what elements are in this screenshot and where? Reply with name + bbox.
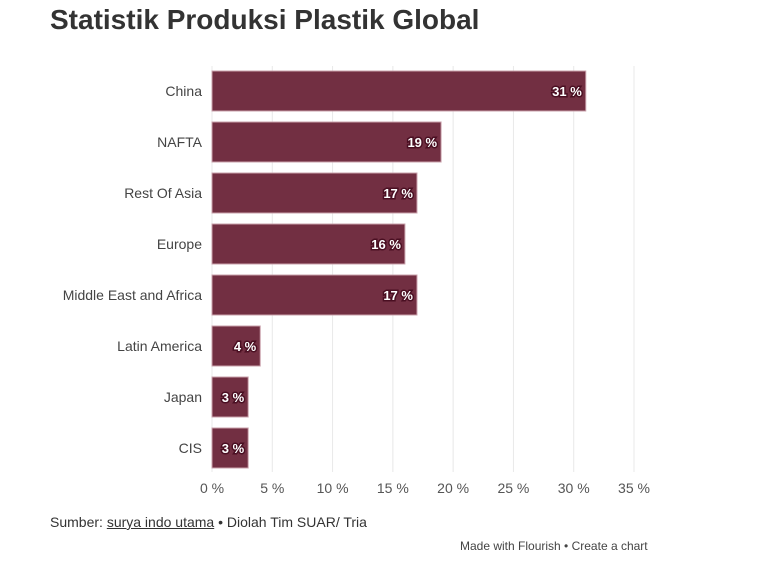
bar bbox=[211, 172, 418, 214]
made-with-flourish-link[interactable]: Made with Flourish bbox=[460, 539, 561, 553]
source-suffix: • Diolah Tim SUAR/ Tria bbox=[214, 514, 367, 530]
value-label: 17 % bbox=[383, 186, 413, 201]
bar bbox=[211, 376, 249, 418]
chart-title: Statistik Produksi Plastik Global bbox=[50, 4, 480, 35]
x-tick-label: 15 % bbox=[377, 480, 409, 496]
x-tick-label: 5 % bbox=[260, 480, 284, 496]
create-chart-link[interactable]: Create a chart bbox=[571, 539, 648, 553]
value-label: 16 % bbox=[371, 237, 401, 252]
bar bbox=[211, 325, 261, 367]
bar bbox=[211, 274, 418, 316]
value-label: 19 % bbox=[407, 135, 437, 150]
bar bbox=[211, 223, 406, 265]
x-tick-label: 20 % bbox=[437, 480, 469, 496]
bar bbox=[211, 121, 442, 163]
category-label: NAFTA bbox=[157, 134, 203, 150]
category-label: Rest Of Asia bbox=[124, 185, 202, 201]
category-label: China bbox=[165, 83, 202, 99]
value-label: 17 % bbox=[383, 288, 413, 303]
credit-separator: • bbox=[560, 539, 572, 553]
source-note: Sumber: surya indo utama • Diolah Tim SU… bbox=[50, 514, 367, 530]
x-tick-label: 10 % bbox=[317, 480, 349, 496]
source-prefix: Sumber: bbox=[50, 514, 107, 530]
value-label: 4 % bbox=[234, 339, 257, 354]
bar bbox=[211, 70, 587, 112]
value-label: 31 % bbox=[552, 84, 582, 99]
category-label: Middle East and Africa bbox=[63, 287, 203, 303]
x-tick-label: 0 % bbox=[200, 480, 224, 496]
category-label: Japan bbox=[164, 389, 202, 405]
flourish-credit: Made with Flourish • Create a chart bbox=[460, 539, 648, 553]
value-label: 3 % bbox=[222, 441, 245, 456]
value-label: 3 % bbox=[222, 390, 245, 405]
source-link[interactable]: surya indo utama bbox=[106, 514, 215, 530]
category-label: Latin America bbox=[117, 338, 202, 354]
x-tick-label: 35 % bbox=[618, 480, 650, 496]
category-label: CIS bbox=[179, 440, 202, 456]
x-tick-label: 25 % bbox=[497, 480, 529, 496]
bar bbox=[211, 427, 249, 469]
category-label: Europe bbox=[157, 236, 202, 252]
x-tick-label: 30 % bbox=[558, 480, 590, 496]
